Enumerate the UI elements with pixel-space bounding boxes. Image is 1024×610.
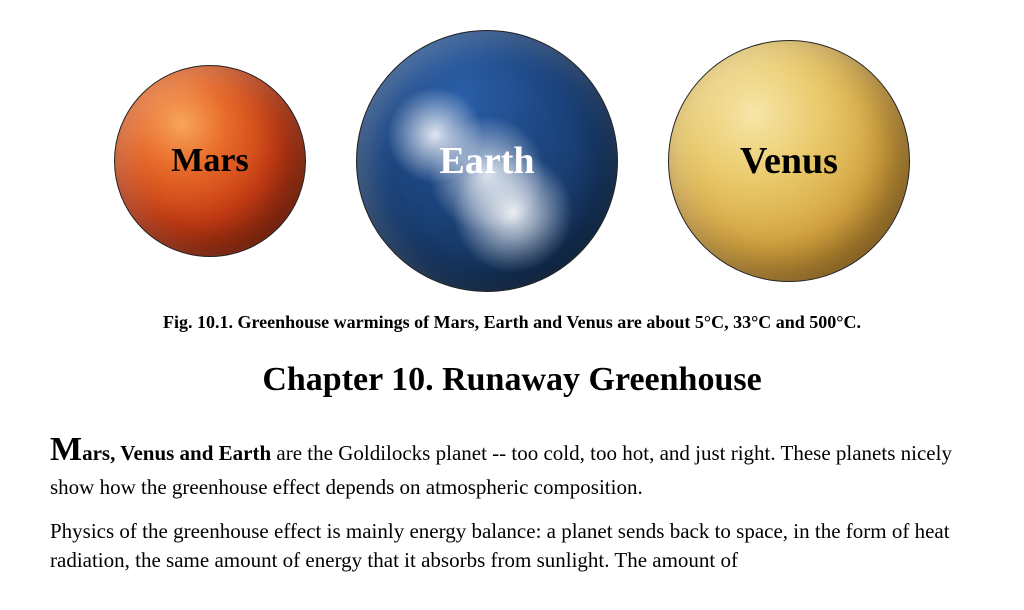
figure-caption: Fig. 10.1. Greenhouse warmings of Mars, … [50,312,974,333]
paragraph-1-dropcap: M [50,431,82,468]
planet-earth-label: Earth [440,139,535,183]
paragraph-2: Physics of the greenhouse effect is main… [50,517,974,574]
planet-venus-label: Venus [740,139,838,183]
figure-planets-row: Mars Earth Venus [50,30,974,292]
planet-mars: Mars [114,65,306,257]
planet-mars-label: Mars [171,142,248,180]
paragraph-1-leadbold: ars, Venus and Earth [82,441,271,465]
planet-earth: Earth [356,30,618,292]
chapter-title: Chapter 10. Runaway Greenhouse [50,361,974,399]
planet-venus: Venus [668,40,910,282]
paragraph-1: Mars, Venus and Earth are the Goldilocks… [50,427,974,501]
